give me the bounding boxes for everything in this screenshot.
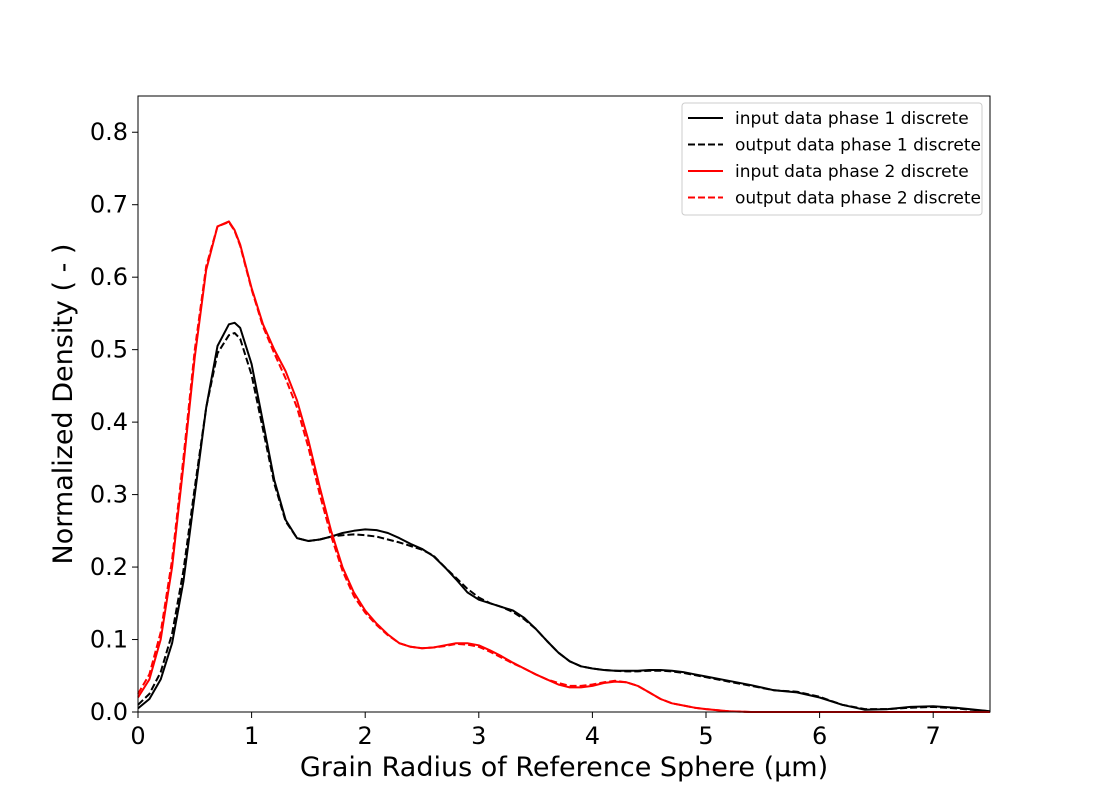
x-tick-label: 0 (130, 722, 145, 750)
legend-label-1: input data phase 1 discrete (735, 109, 969, 129)
y-tick-label: 0.7 (90, 191, 128, 219)
series-line-4 (137, 221, 990, 713)
x-tick-label: 2 (358, 722, 373, 750)
y-tick-label: 0.4 (90, 408, 128, 436)
x-axis-label: Grain Radius of Reference Sphere (µm) (300, 752, 828, 783)
x-tick-label: 4 (585, 722, 600, 750)
series-line-3 (137, 220, 990, 713)
legend: input data phase 1 discrete output data p… (681, 102, 983, 216)
x-tick-label: 5 (698, 722, 713, 750)
series-line-1 (137, 321, 991, 713)
y-tick-label: 0.5 (90, 336, 128, 364)
y-tick-label: 0.1 (90, 626, 128, 654)
legend-box (681, 102, 983, 216)
series-line-2 (137, 332, 991, 713)
y-axis-label: Normalized Density ( - ) (48, 244, 79, 565)
x-tick-label: 3 (471, 722, 486, 750)
x-tick-label: 1 (244, 722, 259, 750)
legend-label-3: input data phase 2 discrete (735, 162, 969, 182)
x-tick-label: 7 (926, 722, 941, 750)
y-tick-label: 0.2 (90, 553, 128, 581)
y-tick-label: 0.0 (90, 698, 128, 726)
plot-frame (137, 95, 991, 713)
y-tick-label: 0.8 (90, 118, 128, 146)
x-tick-label: 6 (812, 722, 827, 750)
legend-label-2: output data phase 1 discrete (735, 136, 981, 156)
axis-ticks: 0 1 2 3 4 5 6 7 0.0 0.1 0.2 0.3 0.4 0.5 0.6 0.7 0.8 (90, 118, 941, 750)
y-tick-label: 0.3 (90, 481, 128, 509)
legend-label-4: output data phase 2 discrete (735, 189, 981, 209)
plot-area (137, 220, 991, 713)
y-tick-label: 0.6 (90, 263, 128, 291)
